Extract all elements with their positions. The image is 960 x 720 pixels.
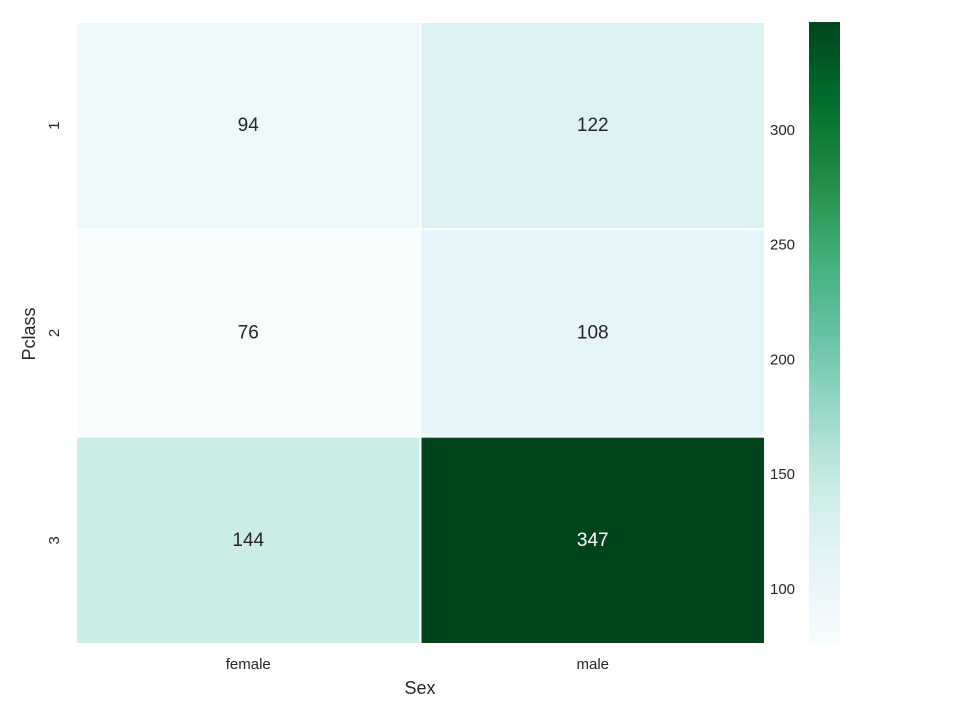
heatmap-cell-labels: 94 122 76 108 144 347 xyxy=(232,115,608,551)
cell-value-label: 76 xyxy=(238,323,259,344)
heatmap-cell xyxy=(419,435,766,645)
colorbar-tick-label: 200 xyxy=(770,351,795,368)
x-axis-ticks: female male xyxy=(226,656,609,673)
x-axis-title: Sex xyxy=(404,678,435,698)
y-axis-ticks: 1 2 3 xyxy=(46,121,63,544)
x-tick-label: female xyxy=(226,656,271,673)
colorbar-tick-label: 100 xyxy=(770,581,795,598)
heatmap-cell xyxy=(419,21,766,231)
heatmap-cells xyxy=(75,21,766,645)
colorbar-ticks: 100 150 200 250 300 xyxy=(770,122,795,598)
heatmap-cell xyxy=(75,21,422,231)
cell-value-label: 108 xyxy=(577,323,609,344)
y-tick-label: 1 xyxy=(46,121,63,129)
heatmap-cell xyxy=(75,435,422,645)
x-tick-label: male xyxy=(576,656,609,673)
heatmap-cell xyxy=(419,228,766,438)
y-axis-title: Pclass xyxy=(19,307,39,360)
cell-value-label: 94 xyxy=(238,115,260,136)
cell-value-label: 144 xyxy=(232,530,264,551)
colorbar-tick-label: 150 xyxy=(770,466,795,483)
colorbar-tick-label: 300 xyxy=(770,122,795,139)
colorbar-tick-label: 250 xyxy=(770,237,795,254)
cell-value-label: 347 xyxy=(577,530,609,551)
y-tick-label: 3 xyxy=(46,536,63,544)
heatmap-cell xyxy=(75,228,422,438)
y-tick-label: 2 xyxy=(46,329,63,337)
colorbar xyxy=(809,22,840,644)
cell-value-label: 122 xyxy=(577,115,609,136)
